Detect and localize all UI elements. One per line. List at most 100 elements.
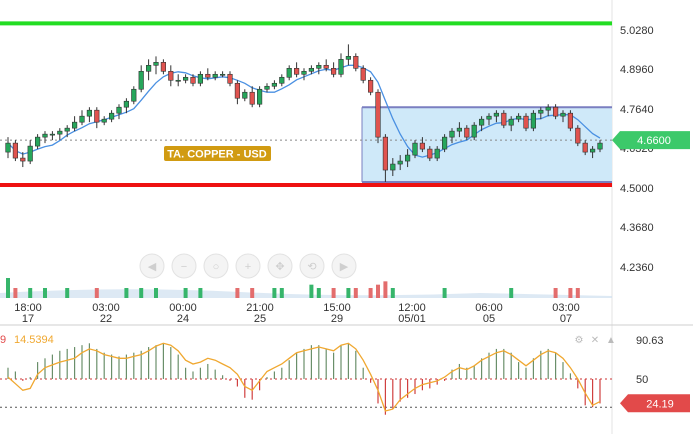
candle-body xyxy=(508,118,514,126)
price-tick-label: 4.2360 xyxy=(620,262,654,274)
price-tick-label: 5.0280 xyxy=(620,25,654,37)
volume-bar xyxy=(575,288,580,298)
candle-body xyxy=(220,73,226,76)
candle-body xyxy=(419,142,425,150)
volume-bar xyxy=(183,288,188,298)
volume-bar xyxy=(442,288,447,298)
zoom-reset-icon[interactable]: ○ xyxy=(213,261,220,273)
volume-bar xyxy=(368,288,373,298)
nav-right-button[interactable] xyxy=(331,253,357,279)
candle-body xyxy=(338,59,344,75)
volume-bar xyxy=(331,288,336,298)
time-tick-label: 03:00 xyxy=(92,302,120,314)
volume-bar xyxy=(65,288,70,298)
candle-body xyxy=(412,142,418,156)
candle-body xyxy=(375,91,381,138)
osc-tick-label: 50 xyxy=(636,374,648,386)
candle-body xyxy=(153,62,159,66)
candle-body xyxy=(294,68,300,75)
zoom-in-icon[interactable]: + xyxy=(245,261,251,273)
date-tick-label: 22 xyxy=(100,313,112,325)
price-tick-label: 4.5000 xyxy=(620,183,654,195)
candle-body xyxy=(190,76,196,84)
volume-bar xyxy=(383,281,388,298)
date-tick-label: 24 xyxy=(177,313,189,325)
candle-body xyxy=(368,79,374,93)
pan-icon[interactable]: ✥ xyxy=(275,261,284,273)
candle-body xyxy=(242,91,248,99)
volume-bar xyxy=(94,288,99,298)
volume-area xyxy=(0,289,612,298)
candle-body xyxy=(264,85,270,90)
candle-body xyxy=(434,148,440,159)
candle-body xyxy=(427,148,433,159)
candle-body xyxy=(353,56,359,69)
volume-bar xyxy=(568,288,573,298)
candle-body xyxy=(582,142,588,153)
osc-settings-icon[interactable]: ⚙ xyxy=(575,335,584,346)
candle-body xyxy=(168,70,174,81)
candle-body xyxy=(360,68,366,81)
current-price-label: 4.6600 xyxy=(637,135,671,147)
candle-body xyxy=(553,106,559,117)
candle-body xyxy=(20,157,26,162)
candle-body xyxy=(516,115,522,120)
nav-left-icon[interactable]: ◀ xyxy=(148,261,157,273)
volume-bar xyxy=(124,288,129,298)
nav-right-icon[interactable]: ▶ xyxy=(340,261,349,273)
time-tick-label: 21:00 xyxy=(246,302,274,314)
pan-button[interactable] xyxy=(267,253,293,279)
candle-body xyxy=(42,133,48,138)
price-tick-label: 4.7640 xyxy=(620,104,654,116)
candle-body xyxy=(138,70,144,90)
candle-body xyxy=(12,142,18,159)
candle-body xyxy=(479,118,485,126)
osc-close-icon[interactable]: ✕ xyxy=(591,335,599,346)
osc-expand-icon[interactable]: ▲ xyxy=(606,335,616,346)
time-tick-label: 15:00 xyxy=(323,302,351,314)
zoom-in-button[interactable] xyxy=(235,253,261,279)
volume-bar xyxy=(6,278,10,298)
candle-body xyxy=(123,100,129,108)
osc-line xyxy=(7,342,601,412)
zoom-reset-button[interactable] xyxy=(203,253,229,279)
candle-body xyxy=(57,130,63,135)
candle-body xyxy=(530,112,536,129)
candle-body xyxy=(390,163,396,171)
volume-bar xyxy=(13,288,18,298)
candle-body xyxy=(249,91,255,105)
candle-body xyxy=(79,115,85,123)
osc-label-period: 9 xyxy=(0,334,6,346)
candle-body xyxy=(286,68,292,78)
volume-bar xyxy=(250,288,255,298)
time-tick-label: 18:00 xyxy=(14,302,42,314)
zoom-out-button[interactable] xyxy=(171,253,197,279)
nav-left-button[interactable] xyxy=(139,253,165,279)
date-tick-label: 05 xyxy=(483,313,495,325)
osc-label-value: 14.5394 xyxy=(14,334,54,346)
time-tick-label: 06:00 xyxy=(475,302,503,314)
candle-body xyxy=(486,115,492,120)
candle-body xyxy=(331,68,337,75)
zoom-fit-icon[interactable]: ⟲ xyxy=(307,261,316,273)
time-tick-label: 12:00 xyxy=(398,302,426,314)
zoom-fit-button[interactable] xyxy=(299,253,325,279)
candle-body xyxy=(382,136,388,171)
volume-bar xyxy=(309,284,314,298)
candle-body xyxy=(5,142,11,153)
candle-body xyxy=(464,127,470,138)
candle-body xyxy=(212,73,218,78)
candle-body xyxy=(183,76,189,81)
candle-body xyxy=(567,112,573,129)
candle-body xyxy=(205,73,211,78)
candle-body xyxy=(116,106,122,114)
candle-body xyxy=(94,109,100,123)
candle-body xyxy=(456,127,462,132)
volume-bar xyxy=(235,288,240,298)
volume-bar xyxy=(139,288,144,298)
candle-body xyxy=(131,88,137,102)
candle-body xyxy=(197,73,203,84)
price-tick-label: 4.8960 xyxy=(620,64,654,76)
zoom-out-icon[interactable]: − xyxy=(181,261,187,273)
